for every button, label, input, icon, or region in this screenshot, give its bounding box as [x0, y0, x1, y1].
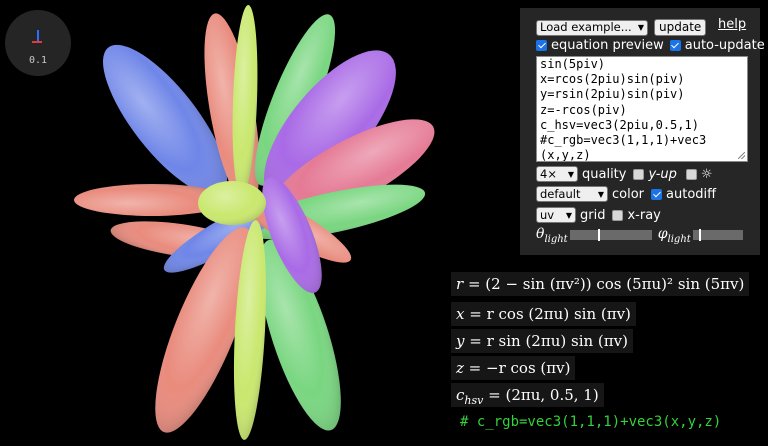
equation-z: z = −r cos (πv) [451, 356, 576, 380]
eq-sub: hsv [464, 394, 484, 407]
surface-petal-shading [155, 227, 255, 433]
eq-equals: = [463, 359, 487, 377]
eq-rhs: r sin (2πu) sin (πv) [486, 332, 628, 350]
axes-gizmo[interactable]: 0.1 [5, 10, 71, 76]
color-label: color [612, 186, 645, 202]
code-line: sin(5piv) [540, 57, 606, 71]
equation-editor[interactable]: sin(5piv) x=rcos(2piu)sin(piv) y=rsin(2p… [536, 56, 748, 162]
quality-select[interactable]: 4× ▼ [536, 166, 578, 182]
grid-select-value: uv [540, 207, 555, 222]
code-line: x=rcos(2piu)sin(piv) [540, 72, 685, 87]
theta-symbol: θ [536, 226, 545, 242]
eq-lhs: z [456, 359, 464, 377]
color-select[interactable]: default ▼ [536, 186, 608, 202]
surface-petal-shading [74, 184, 230, 216]
eq-lhs: r [456, 275, 464, 293]
eq-rhs: (2 − sin (πv²)) cos (5πu)² sin (5πv) [485, 275, 745, 293]
equation-preview-label: equation preview [551, 38, 664, 53]
theta-light-label: θlight [536, 226, 568, 245]
code-line: z=-rcos(piv) [540, 102, 627, 117]
grid-select[interactable]: uv ▼ [536, 207, 576, 223]
equation-x: x = r cos (2πu) sin (πv) [451, 302, 636, 326]
help-link[interactable]: help [718, 17, 747, 32]
eq-rhs: r cos (2πu) sin (πv) [486, 305, 631, 323]
autodiff-checkbox[interactable] [651, 188, 663, 200]
xray-checkbox[interactable] [612, 209, 624, 221]
quality-select-value: 4× [540, 166, 557, 181]
surface-petal-shading [262, 177, 322, 293]
phi-light-slider[interactable] [692, 229, 743, 242]
chevron-down-icon: ▼ [565, 210, 572, 220]
eq-equals: = [463, 275, 486, 293]
theta-sub: light [544, 233, 568, 245]
code-line: c_hsv=vec3(2piu,0.5,1) [540, 117, 699, 132]
resize-handle[interactable] [738, 152, 745, 159]
y-up-checkbox[interactable] [633, 168, 645, 180]
phi-light-label: φlight [658, 226, 691, 245]
equation-c-hsv: chsv = (2πu, 0.5, 1) [451, 383, 604, 407]
eq-equals: = [464, 305, 487, 323]
equation-r: r = (2 − sin (πv²)) cos (5πu)² sin (5πv) [451, 272, 750, 296]
example-select[interactable]: Load example... ▼ [536, 19, 648, 36]
eq-equals: = [464, 332, 487, 350]
surface-petal-shading [198, 181, 266, 225]
chevron-down-icon: ▼ [567, 169, 574, 179]
eq-lhs: c [456, 386, 465, 404]
grid-label: grid [580, 207, 606, 223]
xray-label: x-ray [627, 207, 661, 223]
sun-checkbox[interactable] [685, 168, 697, 180]
surface-petal-shading [102, 44, 228, 196]
example-select-value: Load example... [540, 20, 632, 34]
quality-label: quality [582, 166, 627, 182]
surface-petal-shading [259, 239, 341, 431]
chevron-down-icon: ▼ [597, 189, 604, 199]
surface-petal-shading [233, 220, 267, 440]
surface-petal-shading [269, 119, 435, 221]
axes-icon [32, 30, 42, 43]
equation-y: y = r sin (2πu) sin (πv) [451, 329, 633, 353]
surface-petal-shading [232, 5, 258, 195]
phi-sub: light [667, 233, 691, 245]
color-select-value: default [540, 186, 581, 201]
comment-line: # c_rgb=vec3(1,1,1)+vec3(x,y,z) [460, 414, 722, 430]
eq-rhs: −r cos (πv) [486, 359, 571, 377]
theta-light-slider[interactable] [569, 229, 652, 242]
control-panel: Load example... ▼ update help equation p… [520, 8, 765, 255]
sun-icon: ☼ [700, 166, 713, 182]
eq-lhs: x [456, 305, 465, 323]
3d-viewport[interactable] [0, 0, 450, 446]
update-button[interactable]: update [654, 19, 707, 36]
axes-scale-label: 0.1 [28, 55, 48, 66]
autodiff-label: autodiff [666, 186, 717, 202]
equation-preview-checkbox[interactable] [536, 40, 547, 51]
code-line: y=rsin(2piu)sin(piv) [540, 87, 685, 102]
slider-thumb[interactable] [698, 229, 701, 242]
y-up-label: y-up [648, 166, 677, 182]
chevron-down-icon: ▼ [637, 23, 644, 32]
auto-update-checkbox[interactable] [669, 40, 681, 51]
slider-thumb[interactable] [598, 229, 601, 242]
phi-symbol: φ [657, 226, 668, 242]
code-line: (x,y,z) [540, 148, 591, 162]
auto-update-label: auto-update [684, 38, 765, 53]
eq-lhs: y [456, 332, 465, 350]
eq-rhs: = (2πu, 0.5, 1) [483, 386, 599, 404]
code-line: #c_rgb=vec3(1,1,1)+vec3 [540, 133, 707, 148]
parametric-surface [74, 5, 435, 440]
surface-petal-shading [264, 50, 396, 200]
